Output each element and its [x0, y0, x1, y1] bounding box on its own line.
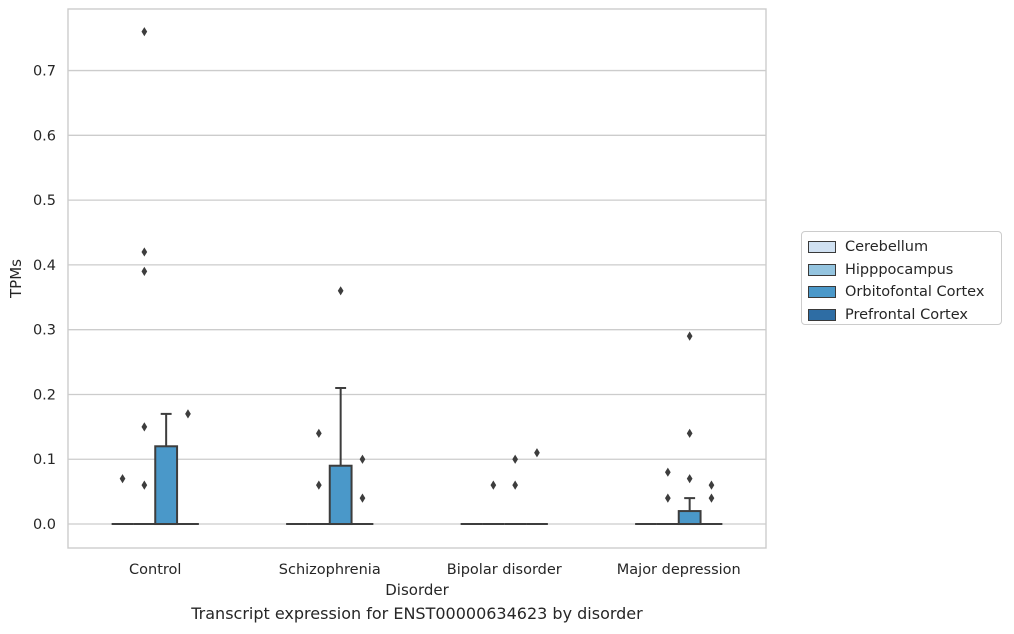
- box-orbitofontal-cortex: [328, 386, 353, 526]
- outlier-point: [686, 331, 693, 341]
- outlier-point: [686, 474, 693, 484]
- outlier-point: [141, 247, 148, 257]
- x-tick-label: Schizophrenia: [279, 562, 381, 578]
- y-axis-label: TPMs: [7, 259, 25, 299]
- legend-label: Prefrontal Cortex: [845, 306, 968, 323]
- outlier-point: [512, 480, 519, 490]
- outlier-point: [708, 480, 715, 490]
- legend-swatch: [808, 263, 836, 276]
- outlier-point: [534, 448, 540, 458]
- y-tick-labels: 0.0 0.1 0.2 0.3 0.4 0.5 0.6 0.7: [33, 64, 56, 533]
- outlier-point: [664, 467, 671, 477]
- outlier-points: [119, 27, 715, 503]
- y-tick-label: 0.5: [33, 193, 56, 209]
- y-tick-label: 0.1: [33, 452, 56, 468]
- box: [677, 510, 702, 526]
- y-tick-label: 0.7: [33, 64, 56, 80]
- plot-area-frame: [67, 8, 767, 549]
- y-tick-label: 0.4: [33, 258, 56, 274]
- outlier-point: [141, 422, 148, 432]
- outlier-point: [141, 27, 148, 37]
- y-tick-label: 0.0: [33, 517, 56, 533]
- legend-swatch: [808, 241, 836, 254]
- chart-caption: Transcript expression for ENST0000063462…: [191, 604, 643, 623]
- box: [328, 464, 353, 526]
- y-tick-label: 0.3: [33, 323, 56, 339]
- x-tick-label: Bipolar disorder: [447, 562, 562, 578]
- outlier-point: [315, 480, 322, 490]
- legend-item: Orbitofontal Cortex: [808, 281, 995, 304]
- y-tick-label: 0.6: [33, 128, 56, 144]
- legend-label: Orbitofontal Cortex: [845, 284, 985, 301]
- outlier-point: [141, 480, 148, 490]
- outlier-point: [359, 454, 366, 464]
- outlier-point: [141, 266, 148, 276]
- outlier-point: [664, 493, 671, 503]
- legend-swatch: [808, 286, 836, 299]
- legend-label: Hipppocampus: [845, 261, 954, 278]
- x-axis-label: Disorder: [385, 581, 449, 599]
- y-tick-label: 0.2: [33, 387, 56, 403]
- x-tick-label: Control: [129, 562, 181, 578]
- box-orbitofontal-cortex: [677, 497, 702, 526]
- outlier-point: [708, 493, 715, 503]
- box: [154, 445, 179, 526]
- legend: Cerebellum Hipppocampus Orbitofontal Corte…: [801, 231, 1002, 325]
- legend-label: Cerebellum: [845, 239, 929, 256]
- legend-item: Cerebellum: [808, 236, 995, 259]
- outlier-point: [359, 493, 366, 503]
- legend-item: Prefrontal Cortex: [808, 304, 995, 327]
- box-groups: [111, 386, 723, 526]
- outlier-point: [686, 428, 693, 438]
- outlier-point: [185, 409, 191, 419]
- outlier-point: [490, 480, 497, 490]
- x-tick-label: Major depression: [617, 562, 741, 578]
- x-tick-labels: Control Schizophrenia Bipolar disorder Majo…: [129, 562, 741, 578]
- legend-swatch: [808, 308, 836, 321]
- gridlines: [68, 69, 766, 525]
- outlier-point: [512, 454, 519, 464]
- box-orbitofontal-cortex: [154, 412, 179, 526]
- outlier-point: [119, 474, 126, 484]
- outlier-point: [337, 286, 344, 296]
- legend-item: Hipppocampus: [808, 259, 995, 282]
- outlier-point: [315, 428, 322, 438]
